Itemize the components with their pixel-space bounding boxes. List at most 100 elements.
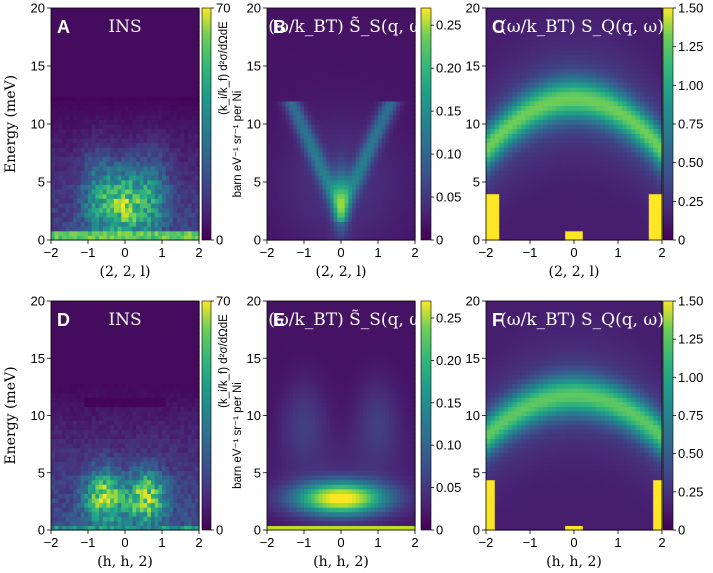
heatmap-cell: [150, 142, 156, 148]
heatmap-cell: [136, 77, 141, 83]
heatmap-cell: [267, 175, 272, 181]
heatmap-cell: [270, 184, 275, 190]
heatmap-cell: [128, 17, 133, 23]
heatmap-cell: [76, 188, 82, 195]
heatmap-cell: [341, 86, 346, 93]
heatmap-cell: [543, 161, 549, 167]
heatmap-cell: [326, 59, 331, 65]
heatmap-cell: [173, 40, 178, 46]
heatmap-cell: [106, 198, 111, 204]
heatmap-cell: [106, 17, 111, 23]
heatmap-cell: [547, 137, 553, 144]
heatmap-cell: [292, 179, 298, 185]
heatmap-cell: [494, 124, 500, 130]
heatmap-cell: [344, 151, 349, 158]
heatmap-cell: [187, 151, 193, 158]
heatmap-cell: [91, 8, 96, 14]
heatmap-cell: [296, 54, 301, 60]
heatmap-cell: [162, 49, 167, 55]
heatmap-cell: [304, 147, 309, 153]
heatmap-cell: [162, 68, 167, 74]
heatmap-cell: [147, 86, 152, 93]
heatmap-cell: [318, 63, 324, 69]
heatmap-cell: [318, 124, 324, 130]
heatmap-cell: [329, 193, 335, 199]
heatmap-cell: [374, 35, 379, 42]
heatmap-cell: [521, 161, 527, 167]
heatmap-cell: [128, 77, 133, 83]
heatmap-cell: [191, 12, 196, 18]
heatmap-cell: [270, 151, 275, 158]
heatmap-cell: [363, 72, 368, 79]
heatmap-cell: [65, 21, 71, 28]
heatmap-cell: [285, 17, 290, 23]
heatmap-cell: [169, 188, 174, 195]
heatmap-cell: [102, 40, 108, 46]
heatmap-cell: [278, 221, 283, 227]
heatmap-cell: [136, 100, 141, 107]
heatmap-cell: [508, 198, 513, 204]
heatmap-cell: [333, 17, 338, 23]
heatmap-cell: [411, 133, 416, 139]
heatmap-cell: [54, 151, 59, 158]
heatmap-cell: [65, 230, 71, 236]
heatmap-cell: [552, 175, 557, 181]
heatmap-cell: [292, 12, 298, 18]
heatmap-cell: [102, 161, 108, 167]
heatmap-cell: [184, 226, 189, 232]
heatmap-cell: [311, 216, 316, 223]
heatmap-cell: [54, 230, 59, 236]
heatmap-cell: [143, 49, 148, 55]
heatmap-cell: [76, 45, 82, 51]
heatmap-cell: [304, 188, 309, 195]
heatmap-cell: [370, 156, 375, 162]
heatmap-cell: [84, 63, 89, 69]
heatmap-cell: [128, 119, 133, 125]
heatmap-cell: [51, 161, 56, 167]
heatmap-cell: [278, 12, 283, 18]
heatmap-cell: [173, 207, 178, 213]
heatmap-cell: [560, 156, 566, 162]
heatmap-cell: [300, 188, 305, 195]
heatmap-cell: [352, 45, 357, 51]
heatmap-cell: [281, 105, 287, 111]
heatmap-cell: [285, 96, 290, 102]
heatmap-cell: [411, 124, 416, 130]
heatmap-cell: [102, 12, 108, 18]
heatmap-cell: [76, 193, 82, 199]
heatmap-cell: [102, 193, 108, 199]
heatmap-cell: [158, 156, 163, 162]
heatmap-cell: [54, 170, 59, 176]
heatmap-cell: [76, 96, 82, 102]
heatmap-cell: [102, 72, 108, 79]
heatmap-cell: [289, 235, 294, 241]
heatmap-cell: [300, 72, 305, 79]
heatmap-cell: [547, 119, 553, 125]
heatmap-cell: [538, 68, 544, 74]
heatmap-cell: [267, 31, 272, 37]
heatmap-cell: [150, 137, 156, 144]
heatmap-cell: [80, 179, 85, 185]
heatmap-cell: [392, 193, 398, 199]
heatmap-cell: [490, 45, 496, 51]
heatmap-cell: [503, 86, 509, 93]
heatmap-cell: [359, 147, 364, 153]
heatmap-cell: [147, 45, 152, 51]
heatmap-cell: [180, 128, 185, 134]
heatmap-cell: [378, 170, 383, 176]
heatmap-cell: [355, 17, 361, 23]
heatmap-cell: [337, 91, 342, 97]
heatmap-cell: [176, 77, 182, 83]
heatmap-cell: [560, 21, 566, 28]
heatmap-cell: [490, 175, 496, 181]
heatmap-cell: [270, 114, 275, 120]
heatmap-cell: [560, 49, 566, 55]
heatmap-cell: [281, 198, 287, 204]
heatmap-cell: [366, 114, 372, 120]
heatmap-cell: [400, 100, 405, 107]
heatmap-cell: [158, 188, 163, 195]
heatmap-cell: [304, 221, 309, 227]
heatmap-cell: [95, 175, 100, 181]
heatmap-cell: [150, 151, 156, 158]
heatmap-cell: [538, 105, 544, 111]
